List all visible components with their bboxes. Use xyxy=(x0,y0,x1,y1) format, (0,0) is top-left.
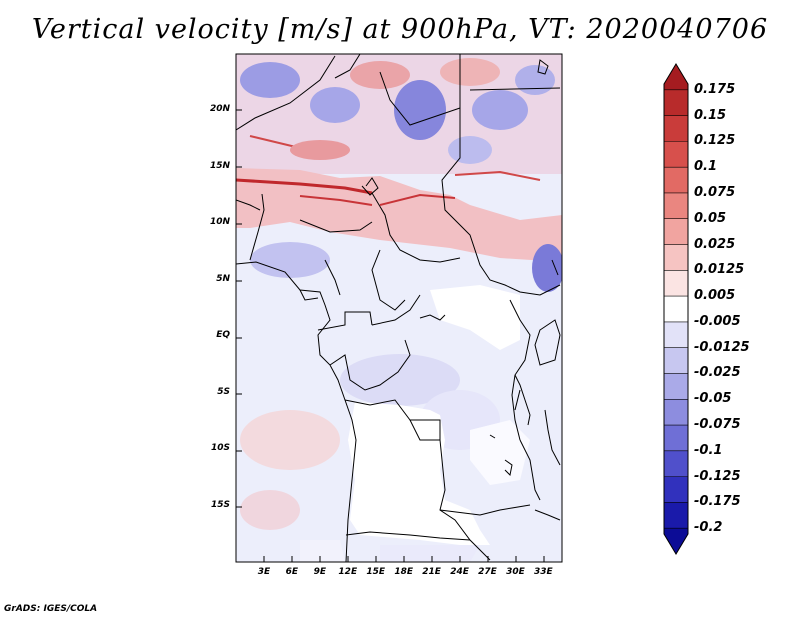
chart-title: Vertical velocity [m/s] at 900hPa, VT: 2… xyxy=(31,14,769,45)
x-tick-label: 9E xyxy=(313,567,327,577)
y-tick-label: 10N xyxy=(209,217,230,228)
x-tick-label: 27E xyxy=(478,567,497,577)
axis-ticks xyxy=(236,109,545,562)
colorbar-outline xyxy=(663,63,689,555)
colorbar-label: 0.075 xyxy=(694,184,736,200)
y-tick-label: 5N xyxy=(216,273,230,284)
x-tick-label: 21E xyxy=(422,567,441,577)
y-tick-label: EQ xyxy=(216,330,230,341)
colorbar-label: -0.025 xyxy=(694,365,741,381)
map-frame xyxy=(235,53,563,563)
colorbar-segment xyxy=(664,218,688,246)
colorbar-segment xyxy=(664,373,688,400)
colorbar-segment xyxy=(664,399,688,426)
x-tick-label: 30E xyxy=(506,567,525,577)
y-tick-label: 10S xyxy=(210,443,230,454)
colorbar-label: -0.175 xyxy=(694,494,741,510)
colorbar-segment xyxy=(664,347,688,375)
colorbar-segment xyxy=(664,321,688,349)
colorbar-label: -0.05 xyxy=(694,391,732,407)
colorbar-label: -0.005 xyxy=(694,313,741,329)
x-tick-label: 24E xyxy=(450,567,469,577)
colorbar-segment xyxy=(664,270,688,297)
colorbar-segment xyxy=(664,425,688,452)
country-boundaries xyxy=(236,54,561,562)
x-tick-label: 12E xyxy=(338,567,358,577)
colorbar-label: 0.175 xyxy=(694,81,736,97)
colorbar-label: 0.025 xyxy=(694,236,736,252)
colorbar-label: 0.1 xyxy=(694,159,718,175)
colorbar-label: -0.125 xyxy=(694,468,741,484)
x-tick-label: 18E xyxy=(394,567,413,577)
colorbar-segment xyxy=(664,244,688,271)
colorbar-segment xyxy=(664,296,688,323)
colorbar-segment xyxy=(664,115,688,142)
y-tick-label: 15N xyxy=(209,160,230,171)
colorbar-label: -0.2 xyxy=(694,520,723,536)
colorbar xyxy=(664,64,688,554)
colorbar-label: 0.05 xyxy=(694,210,727,226)
colorbar-segment xyxy=(664,89,688,117)
colorbar-segment xyxy=(664,141,688,168)
y-tick-label: 15S xyxy=(210,499,230,510)
x-tick-label: 3E xyxy=(257,567,271,577)
x-tick-label: 33E xyxy=(534,567,553,577)
colorbar-label: 0.15 xyxy=(694,107,727,123)
colorbar-segment xyxy=(664,450,688,478)
colorbar-segment xyxy=(664,192,688,220)
colorbar-label: 0.005 xyxy=(694,288,736,304)
colorbar-label: -0.1 xyxy=(694,442,723,458)
colorbar-segment xyxy=(664,502,688,529)
x-tick-label: 6E xyxy=(285,567,299,577)
y-tick-label: 20N xyxy=(209,104,230,115)
y-tick-label: 5S xyxy=(217,386,230,397)
velocity-field xyxy=(236,54,562,562)
colorbar-label: -0.0125 xyxy=(694,339,750,355)
colorbar-segment xyxy=(664,528,688,554)
colorbar-label: -0.075 xyxy=(694,417,741,433)
colorbar-label: 0.0125 xyxy=(694,262,745,278)
credit-label: GrADS: IGES/COLA xyxy=(4,604,98,614)
x-tick-label: 15E xyxy=(366,567,386,577)
colorbar-segment xyxy=(664,476,688,504)
colorbar-label: 0.125 xyxy=(694,133,736,149)
colorbar-segment xyxy=(664,167,688,194)
